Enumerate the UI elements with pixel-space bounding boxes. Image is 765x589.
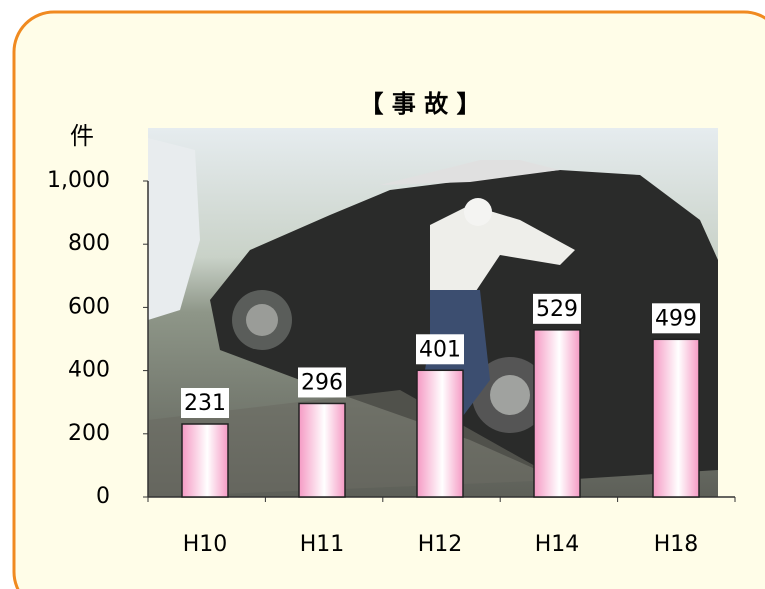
value-label: 401 [419,337,461,362]
y-axis-label: 件 [70,122,94,150]
value-label-bg [298,367,346,398]
y-tick-label: 800 [68,231,110,256]
y-tick-label: 400 [68,358,110,383]
value-label-bg [533,293,581,324]
x-tick-label: H10 [183,532,228,557]
value-label: 499 [655,306,697,331]
x-tick-label: H12 [418,532,463,557]
bar [416,369,464,498]
y-tick-label: 200 [68,421,110,446]
y-tick-label: 600 [68,294,110,319]
y-tick-label: 1,000 [47,168,110,193]
bar [298,402,346,498]
value-label: 296 [301,370,343,395]
x-tick-label: H14 [535,532,580,557]
x-tick-label: H18 [654,532,699,557]
value-label: 231 [184,391,226,416]
value-label-bg [652,303,700,334]
value-label-bg [416,334,464,365]
bar [533,329,581,498]
value-label-bg [181,388,229,419]
value-label: 529 [536,297,578,322]
y-tick-label: 0 [96,484,110,509]
chart-title: 【 事 故 】 [359,90,480,118]
bar [652,338,700,498]
x-tick-label: H11 [300,532,345,557]
bar [181,423,229,498]
